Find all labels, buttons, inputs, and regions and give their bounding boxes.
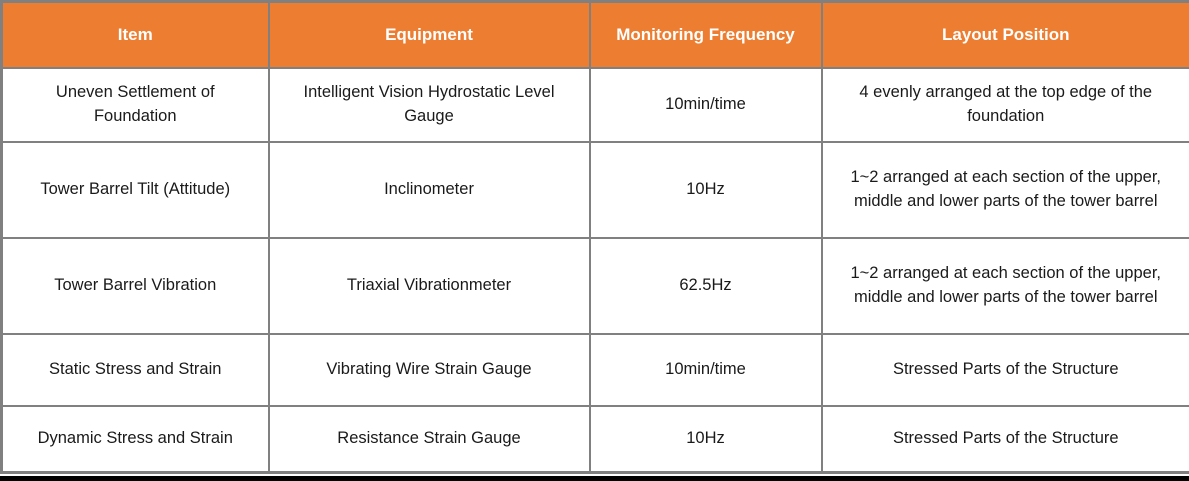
column-header-equipment: Equipment: [267, 0, 591, 69]
table-cell: Inclinometer: [267, 140, 591, 239]
table-cell: 1~2 arranged at each section of the uppe…: [820, 140, 1189, 239]
column-header-monitoring-frequency: Monitoring Frequency: [588, 0, 823, 69]
table-cell: Static Stress and Strain: [0, 332, 270, 407]
table-header-row: Item Equipment Monitoring Frequency Layo…: [0, 0, 1189, 69]
table-cell: 10Hz: [588, 140, 823, 239]
table-cell: Intelligent Vision Hydrostatic Level Gau…: [267, 66, 591, 143]
table-row: Uneven Settlement of Foundation Intellig…: [0, 66, 1189, 143]
table-cell: Stressed Parts of the Structure: [820, 404, 1189, 474]
table-cell: 10min/time: [588, 332, 823, 407]
table-row: Tower Barrel Vibration Triaxial Vibratio…: [0, 236, 1189, 335]
table-cell: 1~2 arranged at each section of the uppe…: [820, 236, 1189, 335]
table-cell: 10Hz: [588, 404, 823, 474]
column-header-layout-position: Layout Position: [820, 0, 1189, 69]
table-row: Dynamic Stress and Strain Resistance Str…: [0, 404, 1189, 474]
table-row: Tower Barrel Tilt (Attitude) Inclinomete…: [0, 140, 1189, 239]
table-cell: Resistance Strain Gauge: [267, 404, 591, 474]
table-cell: Dynamic Stress and Strain: [0, 404, 270, 474]
table-cell: Stressed Parts of the Structure: [820, 332, 1189, 407]
table-cell: Vibrating Wire Strain Gauge: [267, 332, 591, 407]
table-row: Static Stress and Strain Vibrating Wire …: [0, 332, 1189, 407]
table-cell: Uneven Settlement of Foundation: [0, 66, 270, 143]
table-cell: Tower Barrel Tilt (Attitude): [0, 140, 270, 239]
bottom-edge-bar: [0, 476, 1189, 481]
table-cell: 10min/time: [588, 66, 823, 143]
column-header-item: Item: [0, 0, 270, 69]
table-cell: 4 evenly arranged at the top edge of the…: [820, 66, 1189, 143]
table-cell: 62.5Hz: [588, 236, 823, 335]
table-cell: Triaxial Vibrationmeter: [267, 236, 591, 335]
table-cell: Tower Barrel Vibration: [0, 236, 270, 335]
